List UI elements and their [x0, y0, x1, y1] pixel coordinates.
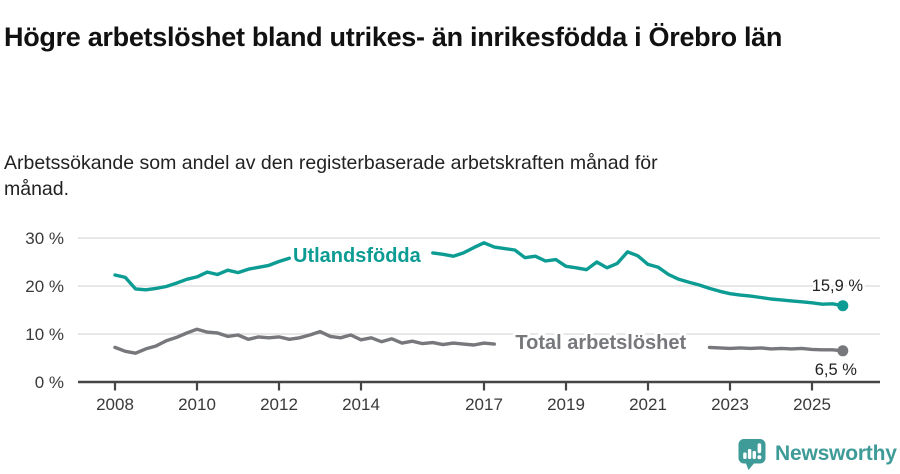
y-axis-tick-label: 0 % — [35, 373, 64, 392]
y-axis-tick-label: 20 % — [25, 277, 64, 296]
y-axis-tick-label: 30 % — [25, 229, 64, 248]
x-axis-tick-label: 2025 — [793, 395, 831, 414]
x-axis-tick-label: 2008 — [96, 395, 134, 414]
newsworthy-logo-icon — [738, 439, 766, 470]
x-axis-tick-label: 2014 — [342, 395, 380, 414]
x-axis-tick-label: 2017 — [465, 395, 503, 414]
x-axis-tick-label: 2012 — [260, 395, 298, 414]
newsworthy-brand-text: Newsworthy — [775, 441, 897, 465]
series-end-dot — [837, 300, 849, 312]
exclamation-bar — [757, 443, 762, 454]
speech-bubble-shape — [738, 439, 766, 470]
unemployment-line-chart: 0 % 10 % 20 % 30 % 2008 2010 2012 2014 2017 2019 2… — [25, 229, 880, 414]
y-axis-tick-label: 10 % — [25, 325, 64, 344]
bar-chart-glyph — [743, 443, 762, 460]
series-end-value-label: 6,5 % — [815, 361, 858, 379]
x-axis-tick-label: 2019 — [547, 395, 585, 414]
series-name-label: Utlandsfödda — [293, 245, 422, 267]
series-end-value-label: 15,9 % — [812, 277, 864, 295]
x-axis-tick-label: 2023 — [711, 395, 749, 414]
chart-subtitle: Arbetssökande som andel av den registerb… — [4, 151, 658, 201]
x-axis-tick-label: 2021 — [629, 395, 667, 414]
newsworthy-attribution: Newsworthy — [737, 437, 897, 470]
exclamation-dot — [757, 455, 762, 460]
page-title: Högre arbetslöshet bland utrikes- än inr… — [4, 22, 783, 53]
series-name-label: Total arbetslöshet — [515, 332, 686, 354]
x-axis-tick-label: 2010 — [178, 395, 216, 414]
series-line — [113, 241, 845, 308]
series-line — [113, 327, 845, 355]
series-end-dot — [837, 345, 849, 357]
